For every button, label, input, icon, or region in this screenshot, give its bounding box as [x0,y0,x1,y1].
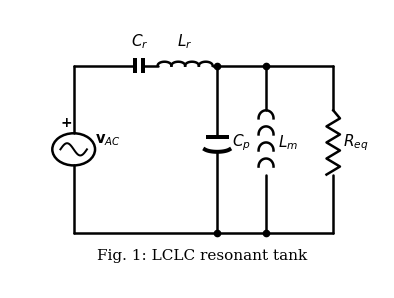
Text: Fig. 1: LCLC resonant tank: Fig. 1: LCLC resonant tank [97,249,307,263]
Text: +: + [60,116,72,130]
Text: $L_r$: $L_r$ [177,32,193,51]
Text: $C_r$: $C_r$ [130,32,148,51]
Text: $R_{eq}$: $R_{eq}$ [343,132,368,153]
Text: $\mathbf{v}_{AC}$: $\mathbf{v}_{AC}$ [95,132,121,148]
Text: $C_p$: $C_p$ [232,132,251,153]
Text: $L_m$: $L_m$ [278,133,298,152]
